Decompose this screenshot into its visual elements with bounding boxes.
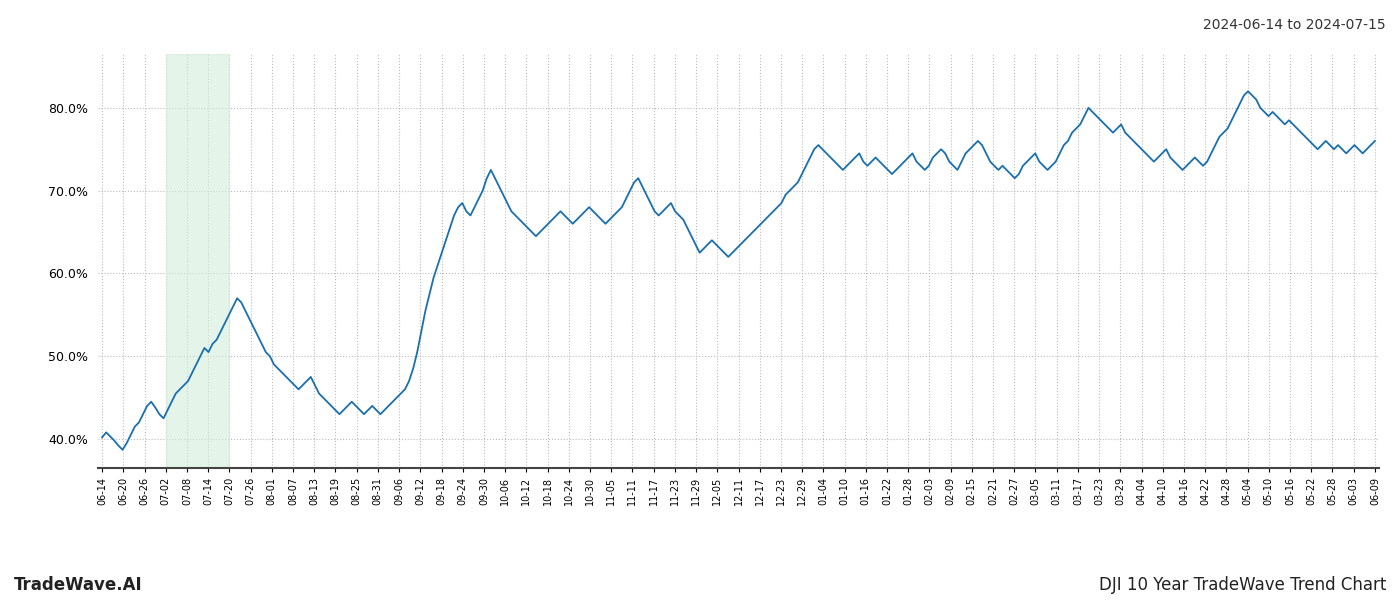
Text: TradeWave.AI: TradeWave.AI (14, 576, 143, 594)
Bar (165, 54, 230, 468)
Text: 2024-06-14 to 2024-07-15: 2024-06-14 to 2024-07-15 (1204, 18, 1386, 32)
Text: DJI 10 Year TradeWave Trend Chart: DJI 10 Year TradeWave Trend Chart (1099, 576, 1386, 594)
